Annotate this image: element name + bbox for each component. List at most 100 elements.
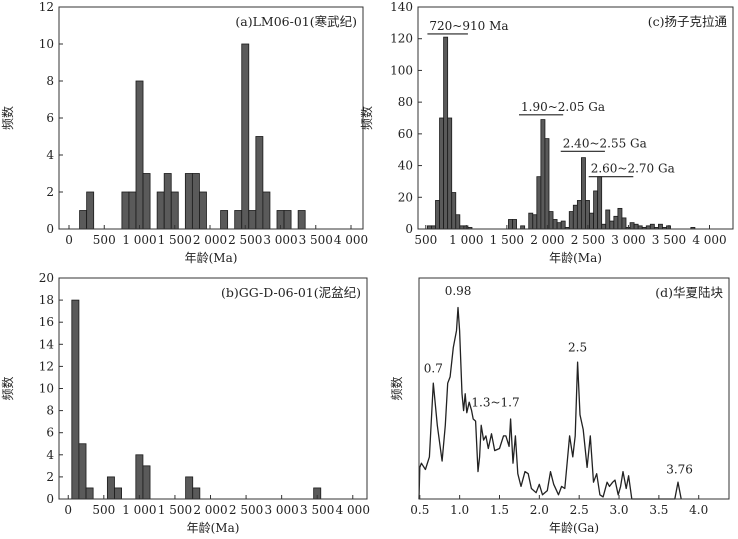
y-tick-label: 20 — [398, 190, 413, 204]
bar — [540, 119, 546, 230]
bar — [581, 157, 586, 230]
x-tick-label: 1 500 — [158, 503, 192, 517]
bar — [512, 219, 517, 230]
y-tick-label: 14 — [39, 337, 55, 351]
y-tick-label: 8 — [46, 74, 54, 88]
bar — [156, 191, 165, 230]
bar — [455, 214, 461, 230]
bar — [593, 190, 599, 230]
bar — [191, 173, 200, 230]
y-tick-label: 2 — [46, 185, 54, 199]
x-tick-label: 3 000 — [264, 503, 298, 517]
bar — [121, 191, 130, 230]
bar — [220, 210, 229, 230]
x-tick-label: 1 000 — [122, 503, 156, 517]
bar — [613, 215, 619, 230]
x-tick-label: 3.0 — [609, 503, 628, 517]
y-tick-label: 0 — [46, 222, 54, 236]
y-tick-label: 2 — [46, 470, 54, 484]
bar — [451, 192, 457, 230]
range-label: 2.60~2.70 Ga — [591, 162, 675, 176]
x-tick-label: 3 500 — [299, 233, 333, 247]
x-tick-label: 2 500 — [571, 233, 605, 247]
x-tick-label: 1 500 — [490, 233, 524, 247]
bar — [199, 191, 207, 230]
y-tick-label: 100 — [390, 63, 413, 77]
density-curve — [418, 306, 682, 500]
panel-d: 0.7 0.98 1.3~1.7 2.5 3.76 0.5 1.0 1.5 2.0 2.5 3.0 3… — [389, 277, 730, 535]
x-tick-label: 1 500 — [158, 233, 192, 247]
x-axis-label: 年龄(Ga) — [549, 521, 599, 535]
plot-frame — [58, 277, 368, 500]
y-tick-label: 4 — [46, 148, 54, 162]
y-tick-label: 6 — [46, 111, 54, 125]
bar — [447, 117, 453, 230]
x-tick-label: 500 — [93, 233, 116, 247]
x-tick-label: 3 000 — [263, 233, 297, 247]
bar — [572, 204, 578, 230]
y-axis-label: 频数 — [0, 376, 15, 400]
x-tick-label: 1.0 — [450, 503, 469, 517]
x-tick-label: 2.0 — [530, 503, 549, 517]
peak-label: 0.98 — [445, 284, 472, 298]
y-tick-label: 80 — [398, 95, 413, 109]
bar — [79, 210, 88, 230]
x-tick-label: 2.5 — [570, 503, 589, 517]
x-tick-label: 2 500 — [228, 233, 262, 247]
y-tick-label: 4 — [46, 448, 54, 462]
plot-frame — [417, 6, 734, 230]
x-tick-label: 4 000 — [692, 233, 726, 247]
bar — [255, 136, 264, 230]
x-tick-label: 2 500 — [229, 503, 263, 517]
panel-a: 0 500 1 000 1 500 2 000 2 500 3 000 3 500 4 000 0… — [0, 0, 368, 265]
plot-frame — [418, 277, 730, 500]
x-tick-label: 3 500 — [300, 503, 334, 517]
bar — [597, 176, 603, 230]
y-axis-label: 频数 — [389, 376, 404, 400]
x-tick-label: 4 000 — [334, 233, 368, 247]
x-tick-label: 3 000 — [611, 233, 645, 247]
y-tick-label: 120 — [390, 32, 413, 46]
bar — [544, 138, 550, 230]
y-tick-label: 40 — [398, 159, 413, 173]
bar — [552, 219, 558, 230]
x-tick-label: 500 — [92, 503, 115, 517]
bar — [633, 223, 639, 230]
peak-label: 3.76 — [666, 463, 693, 477]
x-tick-label: 4 000 — [336, 503, 370, 517]
bar — [241, 43, 250, 230]
bar — [548, 211, 554, 230]
y-tick-label: 12 — [39, 0, 54, 14]
bar — [142, 173, 151, 230]
panel-title: (c)扬子克拉通 — [648, 14, 728, 29]
bar — [621, 217, 627, 230]
range-label: 2.40~2.55 Ga — [563, 136, 647, 150]
x-tick-label: 3.5 — [649, 503, 668, 517]
y-tick-label: 140 — [390, 0, 413, 14]
x-tick-label: 1 000 — [449, 233, 483, 247]
range-label: 720~910 Ma — [429, 19, 508, 33]
x-tick-label: 3 500 — [652, 233, 686, 247]
bar — [532, 214, 538, 230]
x-tick-label: 2 000 — [193, 233, 227, 247]
bar — [142, 465, 151, 500]
x-tick-label: 2 000 — [193, 503, 227, 517]
plot-frame — [58, 6, 364, 230]
panel-title: (d)华夏陆块 — [655, 285, 723, 300]
bar — [78, 443, 87, 500]
bar — [508, 219, 513, 230]
y-tick-label: 0 — [46, 492, 54, 506]
bar — [658, 223, 663, 230]
bar — [439, 117, 445, 230]
y-tick-label: 10 — [39, 382, 54, 396]
bar — [185, 476, 194, 500]
range-label: 1.90~2.05 Ga — [521, 100, 605, 114]
bar — [435, 200, 440, 230]
bar — [568, 211, 574, 230]
bar — [85, 487, 94, 500]
bar — [585, 200, 590, 230]
bar — [234, 210, 243, 230]
bar — [135, 454, 144, 500]
x-tick-label: 4.0 — [689, 503, 708, 517]
x-tick-label: 0.5 — [410, 503, 429, 517]
